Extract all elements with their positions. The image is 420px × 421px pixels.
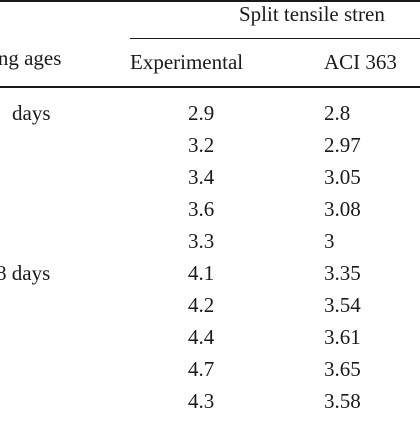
table-row: 4.2 3.54	[0, 293, 420, 325]
group-header-rule	[130, 38, 420, 40]
cell-experimental: 3.3	[188, 229, 215, 253]
header-bottom-rule	[0, 86, 420, 88]
column-header-experimental: Experimental	[130, 50, 244, 74]
cell-aci: 3	[324, 229, 335, 253]
column-header-aci: ACI 363	[324, 50, 397, 74]
cell-experimental: 4.7	[188, 357, 215, 381]
cell-aci: 3.08	[324, 197, 361, 221]
cell-aci: 3.54	[324, 293, 361, 317]
cell-aci: 3.65	[324, 357, 361, 381]
cell-aci: 3.61	[324, 325, 361, 349]
table-top-rule	[0, 0, 420, 2]
table-row: 3.2 2.97	[0, 133, 420, 165]
cell-aci: 3.35	[324, 261, 361, 285]
cell-experimental: 3.6	[188, 197, 215, 221]
table-row: 4.4 3.61	[0, 325, 420, 357]
cell-aci: 3.58	[324, 389, 361, 413]
table-row: 4.7 3.65	[0, 357, 420, 389]
table-row: 3.6 3.08	[0, 197, 420, 229]
table-row: 4.3 3.58	[0, 389, 420, 421]
cell-experimental: 2.9	[188, 101, 215, 125]
table-row: 8 days 4.1 3.35	[0, 261, 420, 293]
cell-experimental: 3.4	[188, 165, 215, 189]
cell-experimental: 4.2	[188, 293, 215, 317]
table-row: 3.3 3	[0, 229, 420, 261]
cell-experimental: 4.3	[188, 389, 215, 413]
table-row: 3.4 3.05	[0, 165, 420, 197]
cell-aci: 2.8	[324, 101, 351, 125]
cell-experimental: 4.4	[188, 325, 215, 349]
column-header-ages: ing ages	[0, 46, 62, 70]
cell-aci: 3.05	[324, 165, 361, 189]
cell-experimental: 3.2	[188, 133, 215, 157]
cell-age: 8 days	[0, 261, 51, 285]
table-row: days 2.9 2.8	[0, 101, 420, 133]
cell-experimental: 4.1	[188, 261, 215, 285]
cell-aci: 2.97	[324, 133, 361, 157]
group-header-split-tensile: Split tensile stren	[239, 2, 385, 26]
cell-age: days	[12, 101, 51, 125]
